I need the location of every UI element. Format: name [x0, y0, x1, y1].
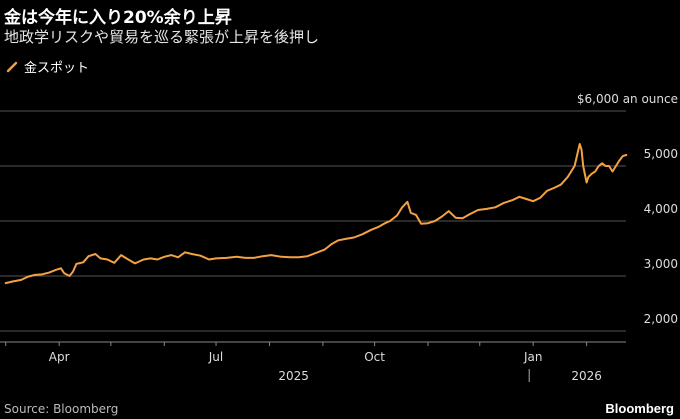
- series-layer: [4, 143, 628, 285]
- series-line-0: [4, 143, 628, 285]
- x-year-label-0: 2025: [278, 369, 309, 383]
- chart-title: 金は今年に入り20%余り上昇: [4, 8, 232, 28]
- legend-label: 金スポット: [24, 61, 90, 76]
- x-year-label-1: 2026: [571, 369, 602, 383]
- x-tick-label-2: Oct: [364, 350, 385, 364]
- x-tick-label-3: Jan: [523, 350, 543, 364]
- x-tick-label-0: Apr: [49, 350, 70, 364]
- x-axis: Apr Jul Oct Jan 2025 2026: [0, 341, 626, 383]
- source-note: Source: Bloomberg: [4, 402, 119, 416]
- y-tick-label-0: $6,000 an ounce: [577, 92, 678, 106]
- x-tick-label-1: Jul: [208, 350, 223, 364]
- y-tick-label-1: 5,000: [644, 147, 678, 161]
- legend-line-icon: [6, 61, 18, 73]
- y-tick-label-4: 2,000: [644, 312, 678, 326]
- y-tick-label-3: 3,000: [644, 257, 678, 271]
- legend: 金スポット: [6, 57, 89, 76]
- chart-subtitle: 地政学リスクや貿易を巡る緊張が上昇を後押し: [4, 28, 320, 46]
- y-tick-label-2: 4,000: [644, 202, 678, 216]
- bloomberg-logo: Bloomberg: [605, 401, 674, 416]
- grid-layer: $6,000 an ounce 5,000 4,000 3,000 2,000: [0, 92, 678, 332]
